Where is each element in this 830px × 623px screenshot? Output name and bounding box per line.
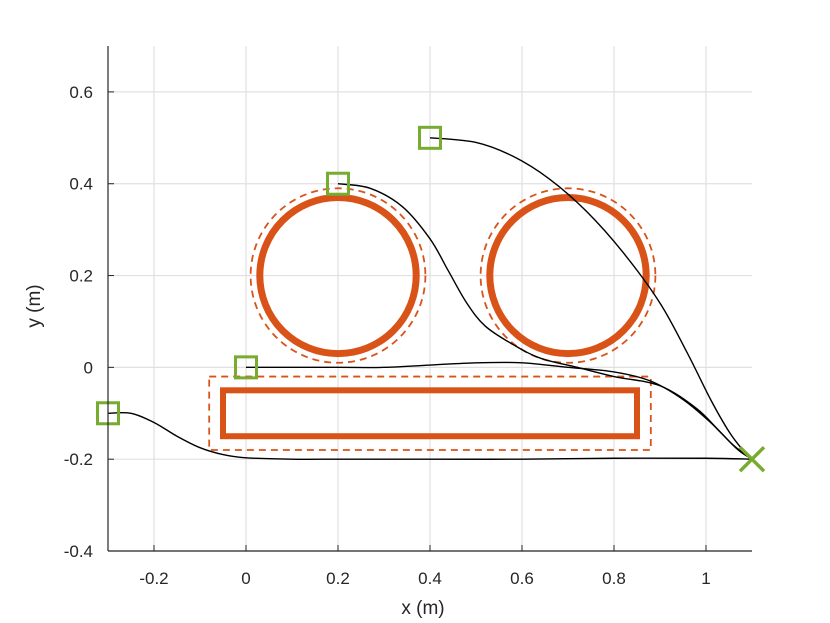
- axes: [107, 46, 752, 552]
- x-axis-label: x (m): [401, 598, 444, 619]
- paths: [107, 137, 753, 460]
- x-tick-label: 0: [241, 569, 250, 588]
- x-tick-label: 1: [701, 569, 710, 588]
- y-tick-label: 0.2: [69, 267, 93, 286]
- x-tick-label: 0.8: [602, 569, 626, 588]
- start-marker-3: [234, 355, 258, 380]
- obstacle-circle: [256, 193, 420, 358]
- goal-marker: [738, 445, 766, 473]
- y-tick-label: 0.6: [69, 83, 93, 102]
- obstacle-rect-margin: [208, 375, 652, 451]
- obstacle-circle-margin: [479, 187, 657, 364]
- trajectory-line-3: [245, 361, 753, 460]
- y-tick-label: 0.4: [69, 175, 93, 194]
- x-tick-label: 0.4: [418, 569, 442, 588]
- y-axis-label: y (m): [24, 284, 45, 327]
- x-tick-label: 0.6: [510, 569, 534, 588]
- y-tick-label: 0: [84, 358, 93, 377]
- x-tick-label: 0.2: [326, 569, 350, 588]
- y-tick-label: -0.2: [64, 450, 93, 469]
- trajectory-line-4: [107, 411, 753, 460]
- obstacle-circle-margin: [249, 187, 427, 364]
- grid: [108, 46, 752, 552]
- trajectory-line-2: [337, 183, 753, 460]
- obstacle-rect: [220, 387, 640, 440]
- y-tick-label: -0.4: [64, 542, 93, 561]
- start-marker-1: [418, 125, 442, 150]
- trajectory-line-1: [429, 137, 753, 460]
- obstacles: [208, 187, 657, 451]
- markers: [96, 125, 766, 473]
- x-tick-label: -0.2: [139, 569, 168, 588]
- obstacle-circle: [486, 193, 650, 358]
- tick-labels: -0.2 0 0.2 0.4 0.6 0.8 1 -0.4 -0.2 0 0.2 0.4 0.6: [64, 83, 711, 588]
- start-marker-2: [326, 171, 350, 196]
